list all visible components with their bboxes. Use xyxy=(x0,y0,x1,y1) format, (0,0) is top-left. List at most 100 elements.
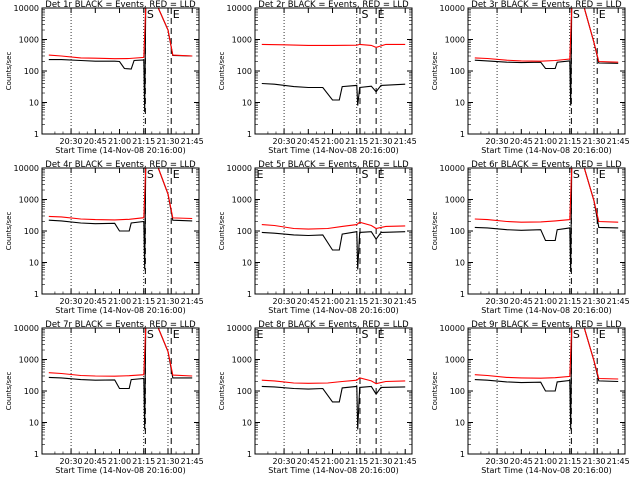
y-tick-label: 100 xyxy=(24,67,39,76)
x-tick-label: 21:30 xyxy=(369,297,392,306)
y-tick-label: 10 xyxy=(455,259,465,268)
marker-label-e: E xyxy=(257,328,264,341)
panel-title: Det 7r BLACK = Events, RED = LLD xyxy=(45,320,196,330)
x-tick-label: 20:45 xyxy=(510,137,533,146)
marker-label-e: E xyxy=(257,168,264,181)
y-tick-label: 1 xyxy=(34,290,39,299)
x-tick-label: 20:45 xyxy=(84,457,107,466)
y-tick-label: 1 xyxy=(34,130,39,139)
y-axis-title: Counts/sec xyxy=(5,52,13,91)
y-tick-label: 10 xyxy=(242,259,252,268)
x-tick-label: 21:00 xyxy=(534,457,557,466)
marker-label-e: E xyxy=(378,8,385,21)
x-tick-label: 20:45 xyxy=(297,457,320,466)
marker-label-s: S xyxy=(147,168,154,181)
x-tick-label: 21:15 xyxy=(132,137,155,146)
y-tick-label: 100 xyxy=(237,387,252,396)
x-tick-label: 21:45 xyxy=(394,457,417,466)
x-tick-label: 20:30 xyxy=(273,137,296,146)
y-tick-label: 1 xyxy=(247,290,252,299)
marker-label-e: E xyxy=(599,8,606,21)
lld-series-line xyxy=(261,377,406,385)
marker-label-s: S xyxy=(147,8,154,21)
y-tick-label: 1000 xyxy=(445,36,465,45)
plot-frame xyxy=(41,7,200,135)
marker-label-e: E xyxy=(173,168,180,181)
y-tick-label: 10 xyxy=(455,419,465,428)
x-tick-label: 21:00 xyxy=(321,137,344,146)
y-tick-label: 100 xyxy=(24,387,39,396)
events-series-line xyxy=(261,82,406,106)
x-tick-label: 21:45 xyxy=(181,457,204,466)
y-tick-label: 10000 xyxy=(440,164,465,173)
events-series-line xyxy=(48,327,193,430)
y-tick-label: 10000 xyxy=(14,324,39,333)
plot-frame xyxy=(467,7,626,135)
marker-label-s: S xyxy=(361,168,368,181)
y-tick-label: 10 xyxy=(242,419,252,428)
x-tick-label: 21:30 xyxy=(369,457,392,466)
x-axis-title: Start Time (14-Nov-08 20:16:00) xyxy=(481,466,611,475)
lld-series-line xyxy=(48,167,193,221)
x-tick-label: 21:45 xyxy=(607,457,630,466)
x-tick-label: 20:30 xyxy=(60,297,83,306)
y-tick-label: 1000 xyxy=(232,196,252,205)
x-axis-title: Start Time (14-Nov-08 20:16:00) xyxy=(481,146,611,155)
x-tick-label: 21:30 xyxy=(156,137,179,146)
y-axis-title: Counts/sec xyxy=(218,372,226,411)
marker-label-e: E xyxy=(173,8,180,21)
y-tick-label: 1 xyxy=(460,290,465,299)
x-tick-label: 21:15 xyxy=(132,457,155,466)
panel-title: Det 6r BLACK = Events, RED = LLD xyxy=(471,160,622,170)
x-tick-label: 21:45 xyxy=(607,137,630,146)
y-tick-label: 1000 xyxy=(232,356,252,365)
y-tick-label: 1 xyxy=(247,450,252,459)
y-tick-label: 1 xyxy=(34,450,39,459)
y-tick-label: 1000 xyxy=(19,356,39,365)
x-tick-label: 21:00 xyxy=(321,297,344,306)
x-tick-label: 20:45 xyxy=(510,297,533,306)
y-tick-label: 10 xyxy=(29,99,39,108)
x-tick-label: 21:30 xyxy=(582,137,605,146)
y-axis-title: Counts/sec xyxy=(218,212,226,251)
x-tick-label: 21:00 xyxy=(108,137,131,146)
x-tick-label: 20:45 xyxy=(510,457,533,466)
marker-label-e: E xyxy=(378,168,385,181)
y-axis-title: Counts/sec xyxy=(431,372,439,411)
x-tick-label: 20:30 xyxy=(486,457,509,466)
events-series-line xyxy=(48,167,193,270)
x-axis-title: Start Time (14-Nov-08 20:16:00) xyxy=(268,306,398,315)
y-tick-label: 1 xyxy=(460,130,465,139)
x-axis-title: Start Time (14-Nov-08 20:16:00) xyxy=(55,466,185,475)
y-tick-label: 1 xyxy=(247,130,252,139)
y-tick-label: 10000 xyxy=(227,324,252,333)
y-tick-label: 1000 xyxy=(232,36,252,45)
marker-label-e: E xyxy=(173,328,180,341)
events-series-line xyxy=(474,7,619,106)
y-axis-title: Counts/sec xyxy=(431,52,439,91)
lld-series-line xyxy=(261,221,406,230)
y-tick-label: 100 xyxy=(237,67,252,76)
x-tick-label: 21:30 xyxy=(582,457,605,466)
x-tick-label: 21:45 xyxy=(394,137,417,146)
panel-title: Det 8r BLACK = Events, RED = LLD xyxy=(258,320,409,330)
y-tick-label: 100 xyxy=(450,387,465,396)
plot-frame xyxy=(254,167,413,295)
x-tick-label: 21:00 xyxy=(108,297,131,306)
plot-frame xyxy=(254,7,413,135)
marker-label-s: S xyxy=(361,8,368,21)
panel-title: Det 3r BLACK = Events, RED = LLD xyxy=(471,0,622,10)
plot-frame xyxy=(41,327,200,455)
plot-frame xyxy=(467,167,626,295)
x-axis-title: Start Time (14-Nov-08 20:16:00) xyxy=(268,466,398,475)
y-tick-label: 10000 xyxy=(14,164,39,173)
lld-series-line xyxy=(474,327,619,380)
y-tick-label: 100 xyxy=(450,227,465,236)
x-tick-label: 20:45 xyxy=(297,297,320,306)
